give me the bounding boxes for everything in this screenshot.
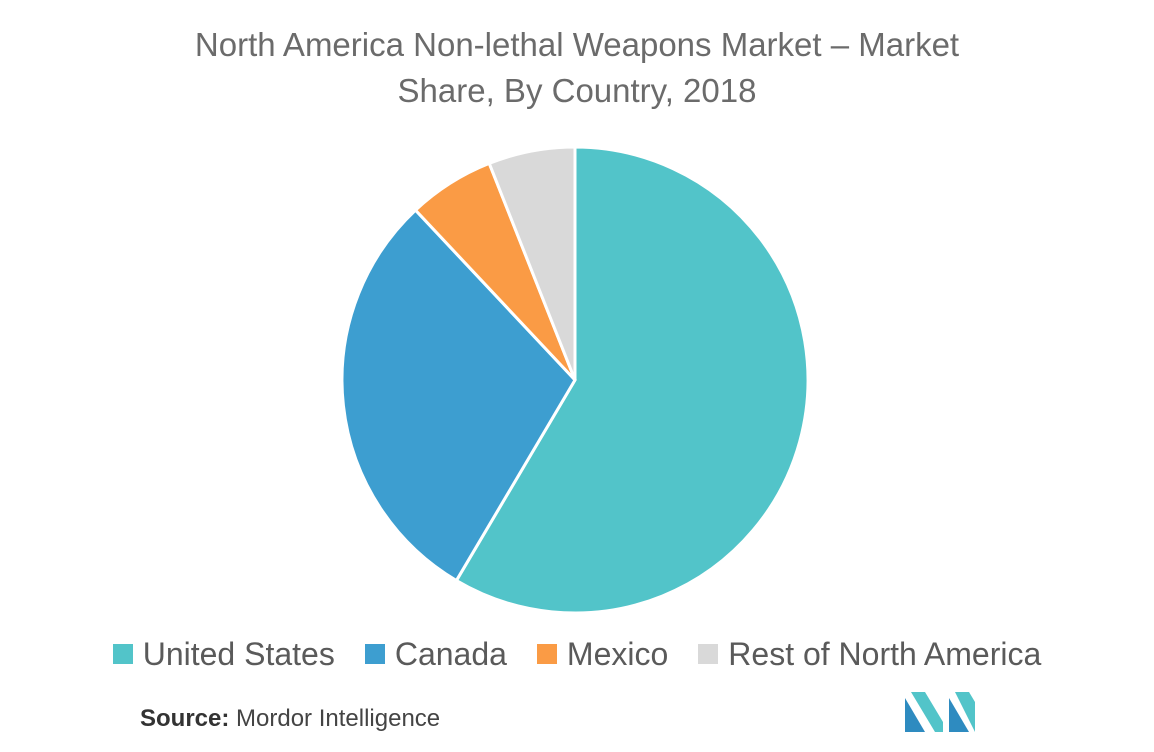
logo-middle-shape (911, 692, 943, 732)
legend-label-canada: Canada (394, 635, 507, 672)
legend-swatch-mexico (536, 644, 557, 664)
pie-slice-canada (340, 208, 577, 583)
legend-item-mexico: Mexico (536, 635, 669, 673)
legend-item-united-states: United States (112, 635, 335, 673)
logo-left-shape (905, 698, 925, 732)
source-note: Source: Mordor Intelligence (140, 705, 440, 733)
legend-label-mexico: Mexico (566, 635, 669, 672)
legend-swatch-canada (364, 644, 385, 664)
mordor-intelligence-logo-icon (905, 692, 975, 732)
legend-swatch-united-states (112, 644, 133, 664)
pie-slice-rest-of-north-america (487, 145, 577, 381)
logo-right-shape (949, 698, 969, 732)
source-text: Mordor Intelligence (236, 705, 441, 732)
legend-item-rest-of-north-america: Rest of North America (698, 636, 1041, 673)
chart-legend: United States Canada Mexico Rest of Nort… (0, 632, 1154, 676)
chart-title-line-1: North America Non-lethal Weapons Market … (194, 26, 960, 63)
legend-label-united-states: United States (142, 635, 335, 672)
legend-swatch-rest-of-north-america (698, 644, 719, 664)
source-label: Source: (140, 705, 230, 732)
logo-right-accent-shape (955, 692, 975, 732)
pie-slice-united-states (454, 145, 810, 615)
chart-title-line-2: Share, By Country, 2018 (397, 72, 757, 109)
legend-item-canada: Canada (364, 635, 507, 673)
legend-label-rest-of-north-america: Rest of North America (728, 635, 1042, 672)
chart-title: North America Non-lethal Weapons Market … (0, 22, 1154, 114)
